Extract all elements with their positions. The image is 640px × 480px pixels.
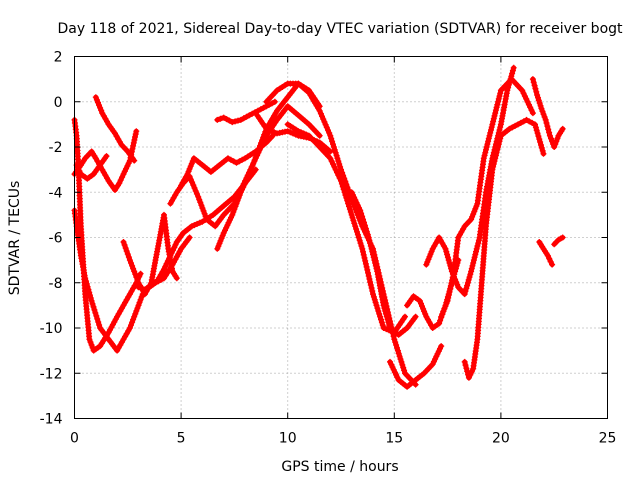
series-s4 bbox=[73, 153, 110, 182]
y-tick-label: -14 bbox=[40, 412, 63, 428]
y-tick-label: -12 bbox=[40, 366, 63, 382]
ticks bbox=[74, 56, 608, 419]
series-markers bbox=[73, 153, 110, 182]
x-tick-label: 20 bbox=[492, 431, 510, 447]
series-markers bbox=[387, 343, 445, 390]
x-tick-labels: 0 5 10 15 20 25 bbox=[70, 431, 616, 447]
series-s14 bbox=[284, 121, 408, 336]
series-markers bbox=[284, 121, 408, 336]
chart-title: Day 118 of 2021, Sidereal Day-to-day VTE… bbox=[57, 21, 623, 37]
x-tick-label: 5 bbox=[177, 431, 186, 447]
series-markers bbox=[438, 76, 536, 320]
y-axis-label: SDTVAR / TECUs bbox=[7, 181, 23, 296]
y-tick-label: 2 bbox=[54, 50, 63, 66]
x-tick-label: 0 bbox=[70, 431, 79, 447]
series-s23 bbox=[551, 234, 566, 248]
series-s11 bbox=[214, 98, 278, 126]
series-markers bbox=[178, 132, 276, 189]
series-markers bbox=[214, 98, 278, 126]
x-tick-label: 25 bbox=[599, 431, 617, 447]
series-line bbox=[214, 99, 278, 125]
series-s19 bbox=[438, 76, 536, 320]
series-markers bbox=[536, 239, 556, 268]
y-tick-labels: 2 0 -2 -4 -6 -8 -10 -12 -14 bbox=[40, 50, 63, 428]
x-tick-label: 15 bbox=[385, 431, 403, 447]
x-tick-label: 10 bbox=[279, 431, 297, 447]
series-markers bbox=[551, 234, 566, 248]
y-tick-label: -8 bbox=[49, 276, 63, 292]
series-s20 bbox=[461, 116, 547, 381]
series-s22 bbox=[536, 239, 556, 268]
y-tick-label: -10 bbox=[40, 321, 63, 337]
series-s16 bbox=[387, 343, 445, 390]
series-markers bbox=[92, 94, 138, 164]
series-markers bbox=[461, 116, 547, 381]
series-markers bbox=[529, 76, 566, 150]
series-markers bbox=[348, 189, 419, 338]
y-tick-label: 0 bbox=[54, 95, 63, 111]
series-line bbox=[536, 239, 555, 268]
series-s5 bbox=[92, 94, 138, 164]
series-s7 bbox=[135, 166, 259, 293]
y-tick-label: -2 bbox=[49, 140, 63, 156]
x-axis-label: GPS time / hours bbox=[281, 459, 398, 475]
y-tick-label: -4 bbox=[49, 185, 63, 201]
series-s15 bbox=[348, 189, 419, 338]
series-s21 bbox=[529, 76, 566, 150]
y-tick-label: -6 bbox=[49, 231, 63, 247]
